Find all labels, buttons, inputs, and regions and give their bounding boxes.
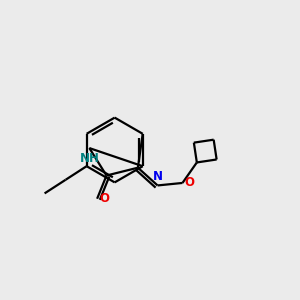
- Text: N: N: [153, 170, 163, 183]
- Text: NH: NH: [80, 152, 99, 165]
- Text: O: O: [185, 176, 195, 190]
- Text: O: O: [100, 192, 110, 205]
